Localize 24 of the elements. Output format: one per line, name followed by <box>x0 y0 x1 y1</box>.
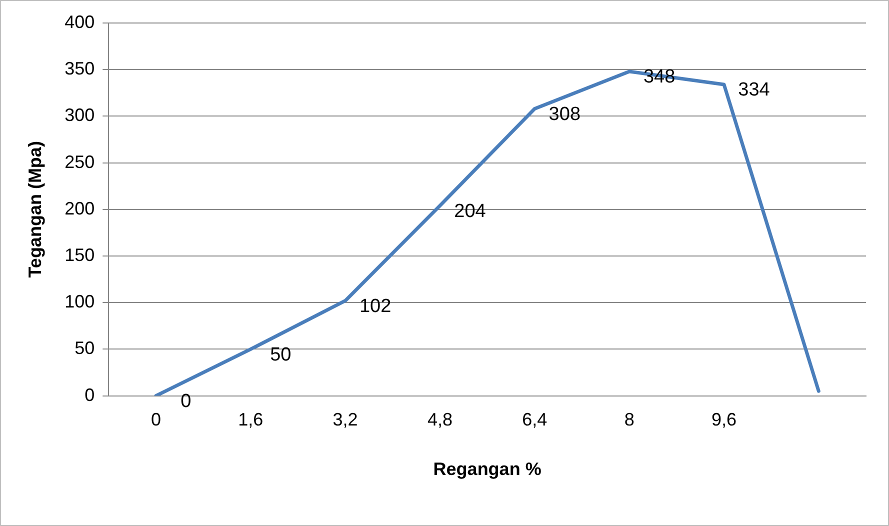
x-tick-label: 6,4 <box>522 410 548 430</box>
x-tick-label: 9,6 <box>711 410 737 430</box>
y-tick-label: 400 <box>64 12 95 32</box>
y-tick-label: 350 <box>64 58 95 79</box>
y-tick-label: 100 <box>64 292 95 312</box>
y-tick-label: 150 <box>64 244 95 265</box>
y-tick-label: 200 <box>64 198 95 218</box>
x-tick-label: 3,2 <box>332 410 358 430</box>
y-tick-label: 300 <box>64 105 95 126</box>
x-axis-title: Regangan % <box>433 459 542 480</box>
x-tick-label: 4,8 <box>427 410 452 430</box>
data-label: 0 <box>180 391 192 412</box>
y-tick-label: 50 <box>74 338 95 358</box>
x-tick-label: 8 <box>624 410 634 430</box>
y-tick-label: 250 <box>64 152 95 172</box>
data-label: 334 <box>738 80 770 101</box>
data-label: 50 <box>270 344 292 366</box>
y-tick-label: 0 <box>84 384 95 405</box>
x-tick-label: 0 <box>150 410 161 430</box>
data-label: 102 <box>359 296 392 317</box>
y-axis-title: Tegangan (Mpa) <box>24 141 45 278</box>
data-label: 308 <box>548 104 581 125</box>
data-label: 204 <box>454 200 486 222</box>
x-tick-label: 1,6 <box>238 410 264 430</box>
